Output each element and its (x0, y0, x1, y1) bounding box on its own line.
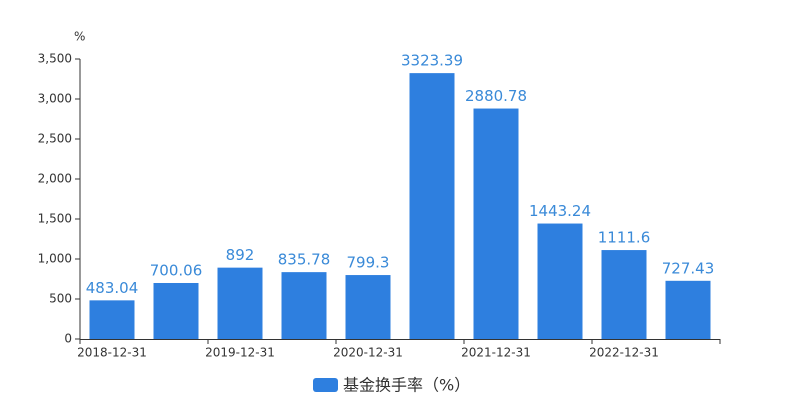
x-tick-label: 2019-12-31 (205, 346, 275, 360)
bar (153, 282, 199, 339)
value-label: 1443.24 (529, 202, 591, 220)
value-label: 799.3 (347, 254, 390, 272)
x-tick-label: 2020-12-31 (333, 346, 403, 360)
y-tick-label: 500 (49, 292, 72, 306)
y-tick-label: 2,500 (38, 132, 72, 146)
bar (89, 300, 135, 339)
y-tick-label: 3,500 (38, 52, 72, 66)
bar (409, 73, 455, 340)
legend-swatch (313, 378, 338, 392)
x-tick-label: 2022-12-31 (589, 346, 659, 360)
bar (601, 250, 647, 339)
value-label: 2880.78 (465, 87, 527, 105)
y-tick-label: 1,500 (38, 212, 72, 226)
bar (665, 280, 711, 339)
y-tick-label: 2,000 (38, 172, 72, 186)
value-label: 892 (226, 246, 255, 264)
value-label: 3323.39 (401, 52, 463, 70)
x-tick-label: 2021-12-31 (461, 346, 531, 360)
bar (345, 275, 391, 339)
bar (537, 223, 583, 339)
value-label: 1111.6 (598, 229, 651, 247)
bar (473, 108, 519, 339)
legend-label: 基金换手率（%） (343, 376, 470, 395)
y-tick-label: 3,000 (38, 92, 72, 106)
y-tick-label: 0 (64, 332, 72, 346)
value-label: 483.04 (86, 279, 139, 297)
value-label: 727.43 (662, 259, 715, 277)
bar (281, 272, 327, 339)
value-label: 835.78 (278, 251, 331, 269)
y-unit: % (74, 30, 85, 44)
x-tick-label: 2018-12-31 (77, 346, 147, 360)
bar (217, 267, 263, 339)
y-tick-label: 1,000 (38, 252, 72, 266)
value-label: 700.06 (150, 261, 203, 279)
